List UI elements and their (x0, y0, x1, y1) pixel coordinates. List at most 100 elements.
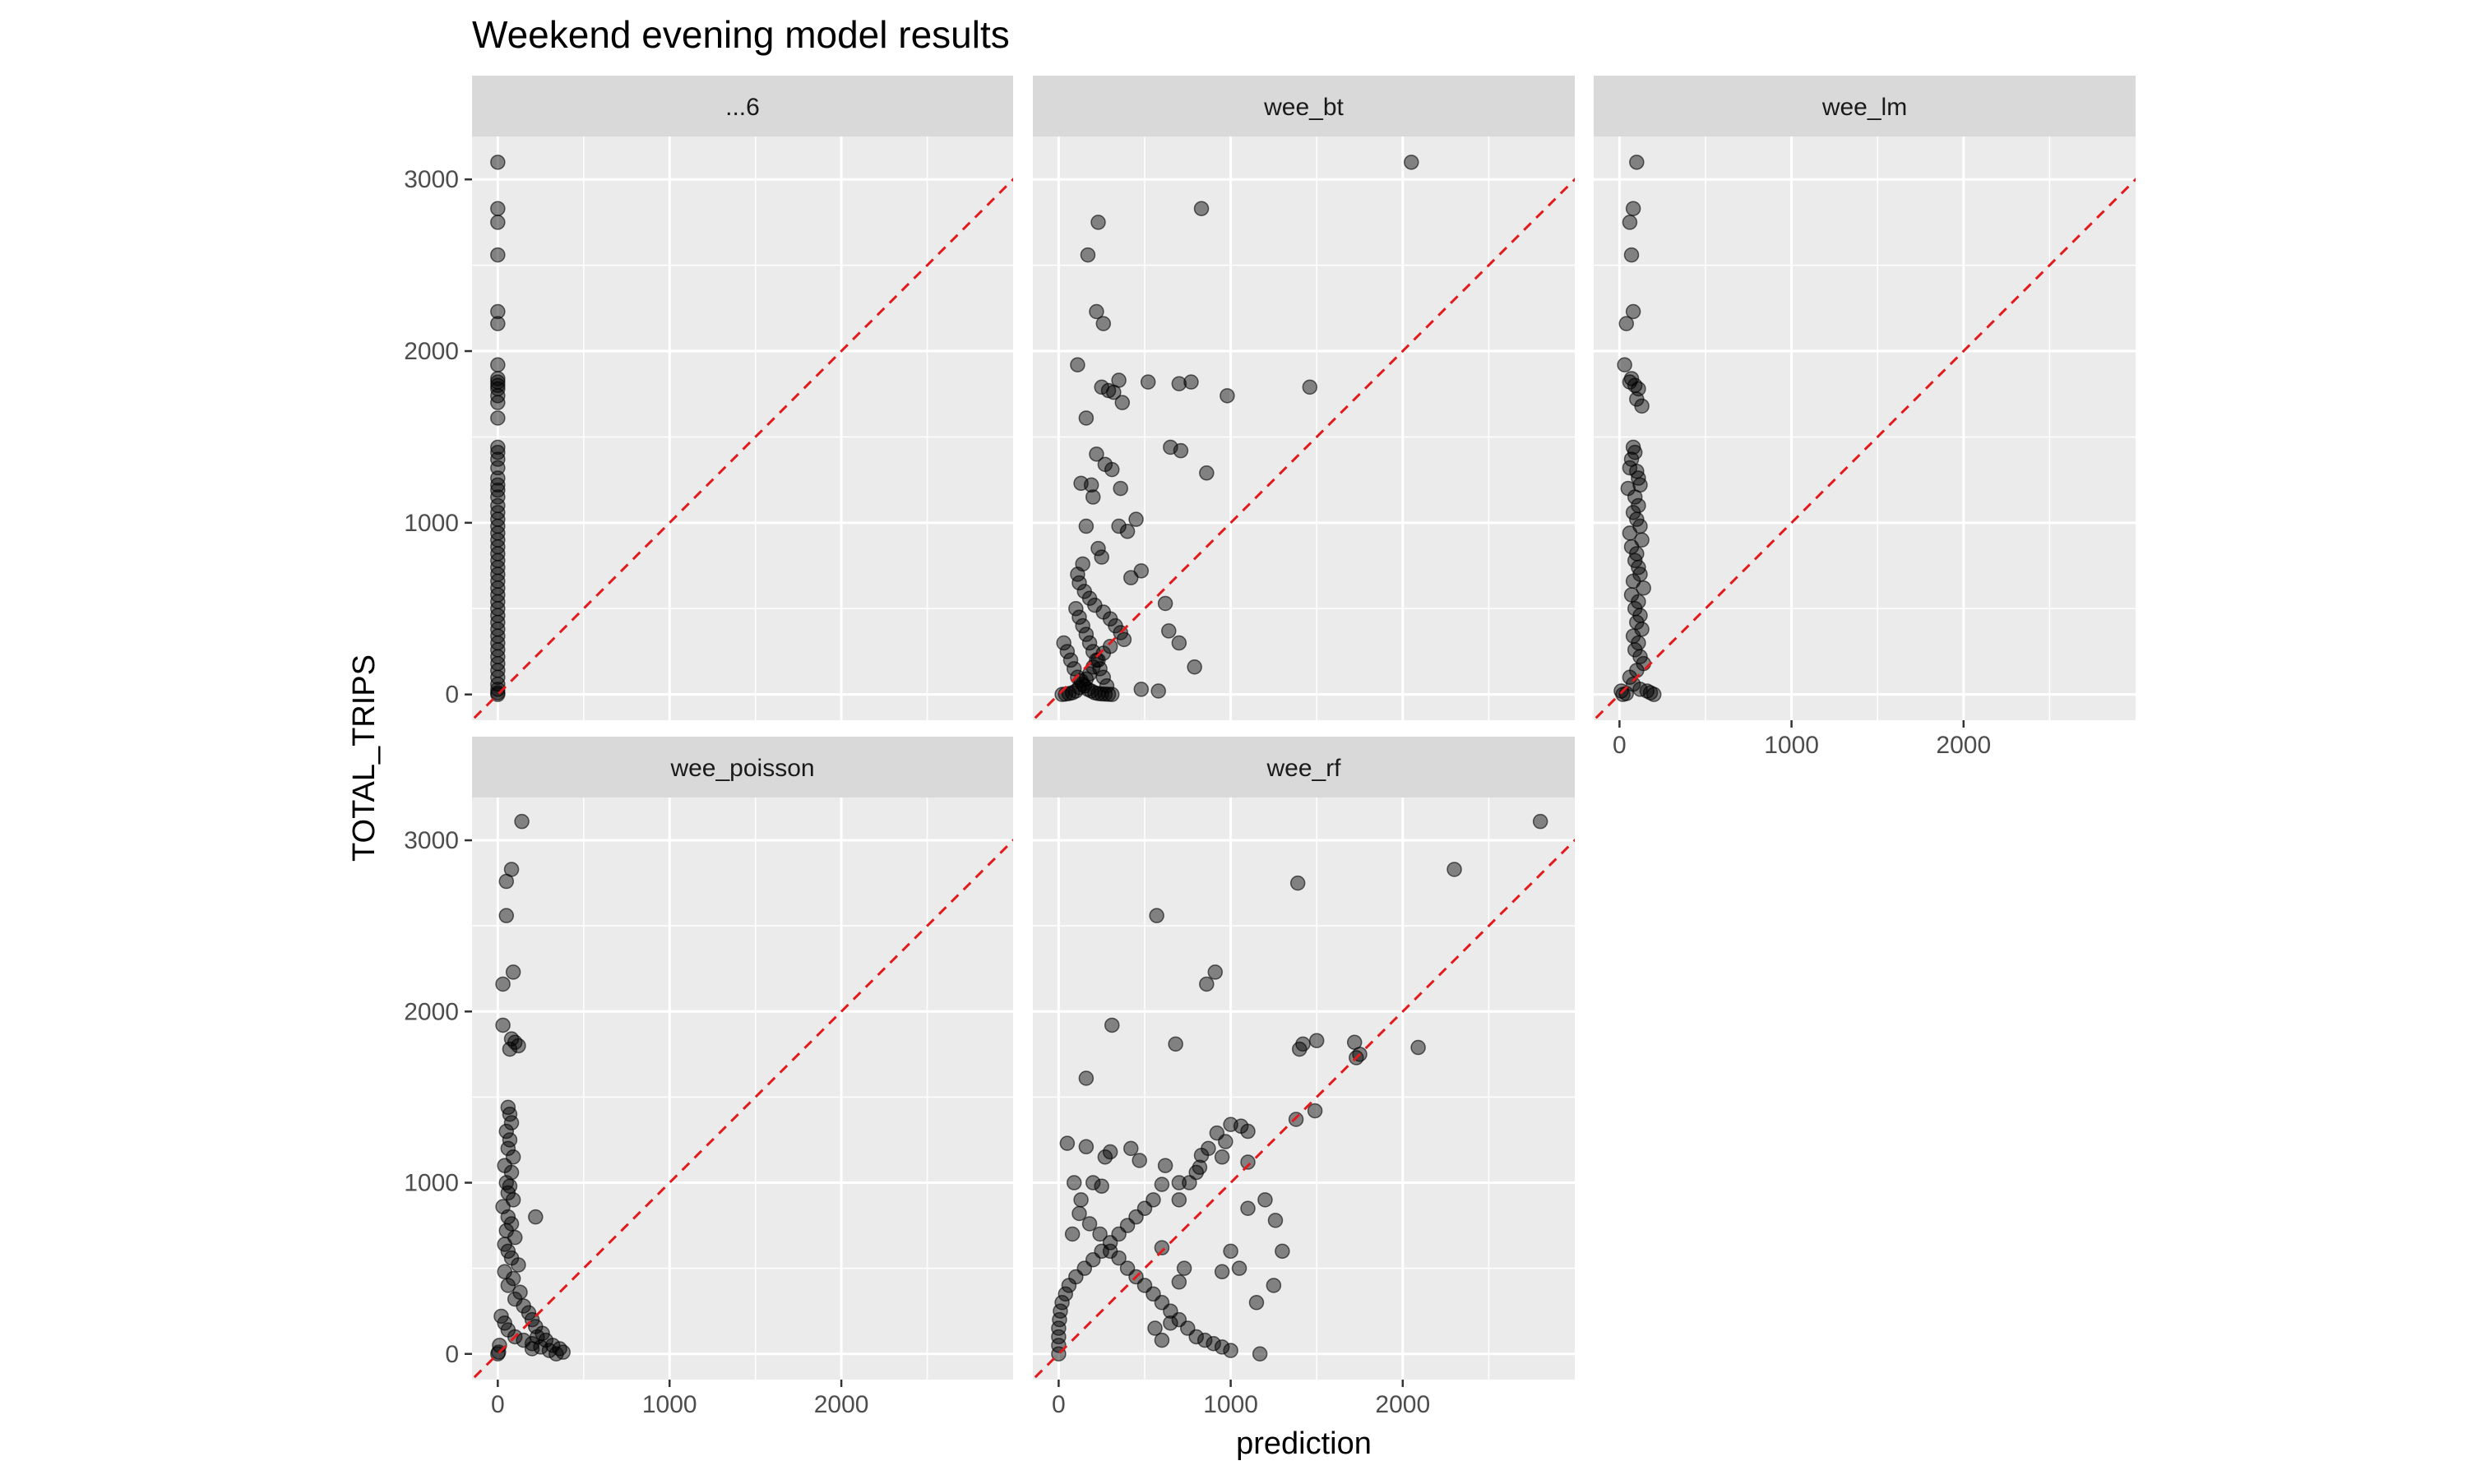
scatter-point (500, 1243, 516, 1260)
scatter-point (500, 1140, 516, 1157)
scatter-point (1154, 1240, 1170, 1255)
scatter-point (1171, 635, 1187, 651)
y-axis-title: TOTAL_TRIPS (347, 654, 382, 862)
scatter-point (1089, 652, 1104, 668)
scatter-point (1157, 595, 1173, 612)
scatter-point (1214, 1264, 1230, 1280)
facet-panel-5: wee_rf 0 1000 2000 (1033, 737, 1575, 1418)
scatter-point (1072, 1205, 1087, 1222)
scatter-point (1051, 1329, 1067, 1345)
scatter-point (1302, 379, 1318, 395)
scatter-point (541, 1343, 558, 1358)
scatter-point (1133, 563, 1150, 579)
scatter-point (1081, 635, 1098, 651)
scatter-point (528, 1209, 544, 1225)
x-tick-label: 1000 (1203, 1391, 1258, 1418)
scatter-point (1223, 1343, 1238, 1358)
facet-strip (1033, 737, 1575, 797)
scatter-point (1102, 1144, 1118, 1160)
scatter-point (524, 1341, 540, 1357)
scatter-point (505, 964, 521, 980)
facet-strip-label: wee_bt (1263, 94, 1344, 121)
scatter-point (1622, 460, 1638, 476)
scatter-point (1275, 1243, 1290, 1260)
scatter-point (1308, 1033, 1325, 1048)
scatter-point (1058, 1286, 1073, 1302)
scatter-point (490, 247, 506, 263)
facet-strip (472, 76, 1013, 136)
scatter-point (502, 1041, 518, 1057)
scatter-point (1085, 489, 1101, 505)
y-tick-label: 0 (445, 1341, 459, 1368)
scatter-point (1410, 1039, 1426, 1056)
scatter-point (1627, 489, 1643, 505)
scatter-point (1104, 1017, 1120, 1033)
scatter-point (1081, 1216, 1098, 1232)
scatter-point (1199, 976, 1215, 992)
scatter-point (1193, 1147, 1210, 1163)
facet-panel-1: ...6 0 1000 2000 3000 (404, 76, 1013, 720)
scatter-point (1073, 475, 1089, 492)
scatter-point (1094, 379, 1109, 395)
x-axis-title: prediction (1236, 1426, 1372, 1461)
x-tick-label: 1000 (642, 1391, 697, 1418)
scatter-point (1622, 215, 1638, 230)
x-tick-label: 2000 (814, 1391, 869, 1418)
y-tick-label: 1000 (404, 510, 459, 537)
x-tick-label: 1000 (1764, 732, 1819, 759)
scatter-point (1059, 1135, 1076, 1151)
scatter-point (1132, 1153, 1147, 1168)
scatter-point (524, 1336, 540, 1352)
scatter-point (1161, 623, 1177, 639)
x-tick-label: 0 (491, 1391, 505, 1418)
scatter-point (1113, 480, 1128, 497)
scatter-point (1149, 908, 1164, 923)
scatter-point (1157, 1158, 1173, 1173)
scatter-point (1062, 652, 1079, 668)
scatter-point (1625, 303, 1641, 320)
scatter-point (1111, 1250, 1127, 1266)
scatter-point (1094, 549, 1109, 565)
scatter-point (1187, 659, 1202, 675)
scatter-point (490, 316, 506, 331)
scatter-point (1073, 1192, 1089, 1208)
scatter-point (1173, 442, 1189, 459)
scatter-point (1114, 395, 1131, 410)
scatter-point (1111, 518, 1127, 534)
scatter-point (1072, 609, 1087, 625)
scatter-point (1266, 1278, 1282, 1293)
facet-strip-label: wee_rf (1266, 755, 1341, 782)
scatter-point (500, 1322, 516, 1338)
scatter-point (1095, 669, 1112, 686)
scatter-point (490, 377, 506, 394)
scatter-point (511, 1038, 526, 1054)
scatter-point (1094, 1178, 1109, 1194)
scatter-point (1080, 247, 1096, 263)
scatter-point (1095, 316, 1112, 331)
points-group (1051, 813, 1548, 1362)
points-group (490, 813, 571, 1362)
facet-panel-4: wee_poisson 0 1000 2000 3000 0 1000 2000 (404, 737, 1013, 1418)
scatter-point (1231, 1260, 1247, 1276)
scatter-point (1092, 661, 1108, 677)
scatter-point (1240, 1200, 1256, 1217)
x-tick-label: 0 (1613, 732, 1627, 759)
scatter-point (1446, 862, 1462, 877)
x-tick-label: 2000 (1375, 1391, 1430, 1418)
scatter-point (1054, 687, 1070, 702)
scatter-point (1171, 1274, 1187, 1290)
scatter-point (1089, 446, 1104, 462)
facet-strip-label: wee_poisson (669, 755, 814, 782)
scatter-point (495, 1017, 511, 1033)
scatter-point (1223, 1116, 1238, 1132)
scatter-point (493, 1308, 509, 1325)
facet-strip (472, 737, 1013, 797)
scatter-point (1122, 1140, 1139, 1157)
scatter-point (1214, 1339, 1230, 1355)
scatter-point (497, 1237, 512, 1252)
scatter-point (1075, 617, 1090, 634)
scatter-point (1625, 505, 1641, 520)
scatter-point (1122, 570, 1139, 585)
